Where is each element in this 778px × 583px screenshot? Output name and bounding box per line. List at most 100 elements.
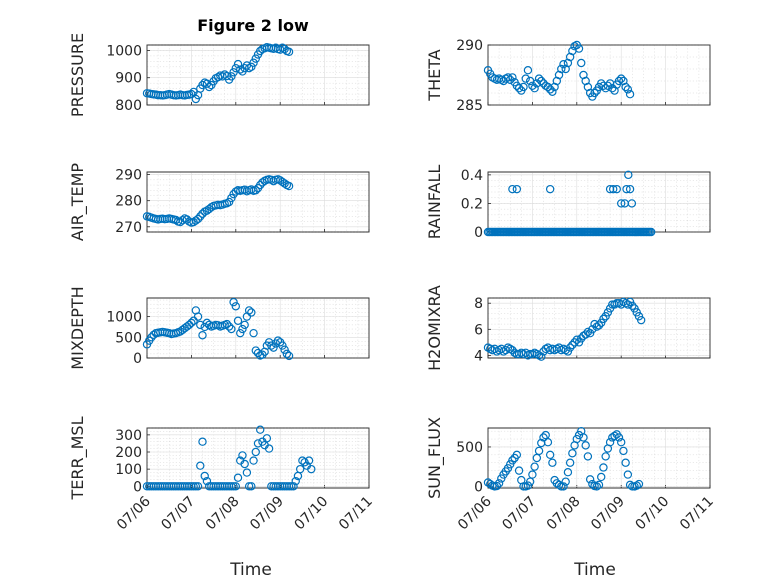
axes-border [487, 44, 711, 106]
data-point [196, 212, 205, 221]
data-point [291, 476, 300, 486]
data-point [623, 300, 633, 309]
data-point [249, 58, 258, 67]
data-point [282, 349, 292, 359]
data-point [610, 431, 619, 441]
y-tick-label: 8 [474, 296, 483, 312]
data-point [636, 315, 646, 325]
data-point [570, 338, 579, 347]
data-point [530, 462, 539, 471]
series-markers [483, 40, 635, 101]
data-point [528, 81, 537, 91]
data-point [632, 481, 641, 490]
data-point [548, 87, 557, 97]
data-point [599, 314, 608, 324]
data-point [619, 446, 628, 456]
x-tick-label: 07/09 [588, 494, 628, 534]
y-axis-label: AIR_TEMP [68, 163, 88, 241]
axes-border [146, 171, 370, 233]
x-tick-label: 07/07 [158, 494, 198, 534]
data-point [284, 181, 294, 191]
x-tick-label: 07/10 [633, 494, 673, 534]
y-tick-label: 0 [133, 479, 142, 495]
y-tick-label: 0.4 [461, 168, 483, 184]
data-point [204, 82, 214, 92]
series-markers [483, 297, 646, 361]
data-point [231, 63, 240, 73]
data-point [200, 471, 209, 481]
data-point [218, 72, 227, 81]
y-tick-label: 0 [474, 479, 483, 495]
data-point [528, 470, 537, 479]
data-point [227, 482, 236, 491]
data-point [543, 438, 553, 447]
y-tick-label: 280 [115, 194, 142, 210]
data-point [617, 74, 626, 83]
data-point [537, 352, 546, 361]
data-point [492, 481, 502, 491]
data-point [251, 447, 260, 457]
subplot-pressure: 800 900 1000 PRESSURE [68, 33, 370, 117]
data-point [508, 184, 517, 194]
y-tick-label: 200 [115, 445, 142, 461]
data-point [193, 312, 203, 321]
data-point [603, 81, 613, 91]
y-tick-label: 0 [133, 351, 142, 367]
data-point [514, 83, 524, 93]
data-point [287, 482, 296, 491]
y-axis-label: TERR_MSL [68, 416, 88, 500]
x-tick-label: 07/10 [292, 494, 332, 534]
data-point [534, 74, 544, 83]
data-point [537, 76, 546, 86]
data-point [519, 82, 528, 92]
data-point [554, 480, 564, 490]
data-point [222, 319, 232, 329]
data-point [267, 341, 276, 350]
data-point [240, 320, 249, 330]
x-axis-label-right: Time [573, 560, 616, 580]
data-point [231, 482, 240, 491]
x-tick-label: 07/09 [247, 494, 287, 534]
data-point [623, 85, 633, 94]
data-point [559, 59, 568, 69]
data-point [280, 44, 289, 54]
data-point [247, 308, 256, 317]
data-point [193, 482, 203, 491]
y-tick-label: 300 [115, 428, 142, 444]
data-point [238, 324, 247, 334]
data-point [557, 64, 566, 74]
y-tick-label: 800 [115, 98, 142, 114]
data-point [577, 58, 586, 68]
y-tick-label: 1000 [106, 43, 142, 59]
data-point [227, 324, 236, 334]
y-tick-label: 270 [115, 220, 142, 236]
data-point [184, 320, 194, 330]
data-point [621, 458, 630, 467]
data-point [506, 75, 515, 85]
data-point [231, 302, 240, 311]
data-point [249, 456, 258, 465]
data-point [530, 83, 539, 93]
data-point [534, 446, 544, 456]
data-point [238, 451, 247, 460]
chart-title: Figure 2 low [197, 16, 309, 35]
data-point [227, 72, 236, 81]
subplot-sun-flux: 0 500 SUN_FLUX 07/06 07/07 07/08 07/09 07/10 07/… [425, 417, 717, 533]
data-point [289, 482, 298, 491]
data-point [264, 444, 274, 453]
data-point [258, 178, 267, 187]
y-axis-label: MIXDEPTH [68, 286, 87, 369]
data-point [229, 482, 238, 491]
y-axis-label: RAINFALL [425, 165, 444, 240]
data-point [229, 297, 238, 307]
data-point [563, 468, 573, 477]
data-point [196, 461, 205, 470]
data-point [512, 450, 522, 460]
y-axis-label: PRESSURE [68, 33, 87, 117]
series-markers [142, 42, 294, 104]
y-tick-label: 0.2 [461, 196, 483, 212]
data-point [521, 74, 530, 83]
data-point [514, 466, 524, 475]
data-point [249, 328, 258, 338]
